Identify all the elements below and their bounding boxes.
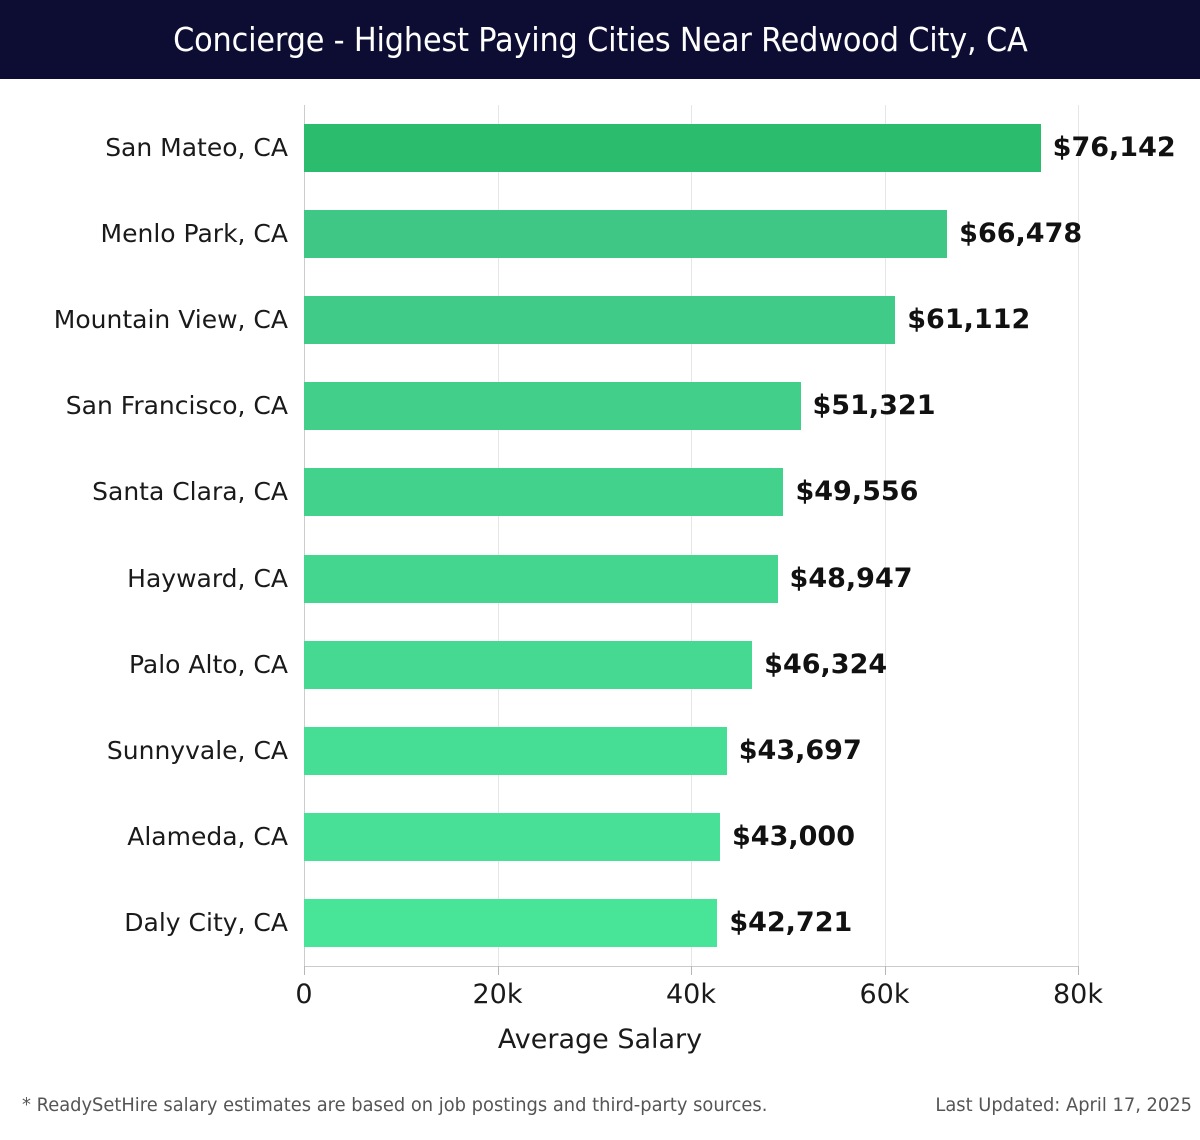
- bar[interactable]: [304, 382, 801, 431]
- category-label: Mountain View, CA: [53, 305, 288, 335]
- category-label: Daly City, CA: [124, 907, 288, 937]
- x-tick-label: 0: [295, 979, 313, 1010]
- bar-row: Mountain View, CA $61,112: [0, 296, 1200, 345]
- bar-value-label: $51,321: [812, 390, 936, 422]
- bar-row: San Francisco, CA $51,321: [0, 382, 1200, 431]
- x-axis-title: Average Salary: [497, 1024, 703, 1055]
- x-tick-label: 80k: [1053, 979, 1103, 1010]
- footer-disclaimer: * ReadySetHire salary estimates are base…: [22, 1094, 768, 1116]
- bar[interactable]: [304, 554, 778, 603]
- bar[interactable]: [304, 640, 753, 689]
- gridline: [691, 105, 692, 966]
- category-label: Menlo Park, CA: [100, 219, 288, 249]
- bar[interactable]: [304, 468, 784, 517]
- x-tick-mark: [497, 966, 499, 975]
- page-title: Concierge - Highest Paying Cities Near R…: [172, 20, 1028, 59]
- bar[interactable]: [304, 296, 896, 345]
- category-label: Alameda, CA: [127, 821, 288, 851]
- bar-row: Sunnyvale, CA $43,697: [0, 726, 1200, 775]
- x-tick-label: 20k: [472, 979, 523, 1010]
- bar[interactable]: [304, 726, 727, 775]
- x-tick-label: 40k: [666, 979, 716, 1010]
- bar-value-label: $76,142: [1052, 132, 1176, 164]
- bar[interactable]: [304, 210, 948, 259]
- category-label: Sunnyvale, CA: [106, 735, 288, 765]
- x-tick-mark: [691, 966, 692, 975]
- bar-row: Palo Alto, CA $46,324: [0, 640, 1200, 689]
- y-axis-line: [304, 105, 305, 966]
- bar-value-label: $66,478: [959, 218, 1083, 250]
- bar-value-label: $42,721: [729, 906, 853, 938]
- bar-value-label: $43,000: [732, 820, 855, 852]
- page-header: Concierge - Highest Paying Cities Near R…: [0, 0, 1200, 79]
- category-label: Palo Alto, CA: [128, 649, 288, 679]
- gridline: [884, 105, 886, 966]
- bar[interactable]: [304, 898, 718, 947]
- footer-last-updated: Last Updated: April 17, 2025: [935, 1094, 1192, 1116]
- category-label: Hayward, CA: [127, 563, 288, 593]
- x-tick-label: 60k: [859, 979, 910, 1010]
- bar-value-label: $49,556: [795, 476, 919, 508]
- bar[interactable]: [304, 124, 1041, 173]
- bar-value-label: $61,112: [907, 304, 1031, 336]
- category-label: San Mateo, CA: [105, 133, 288, 163]
- bar-row: Daly City, CA $42,721: [0, 898, 1200, 947]
- bar-row: Alameda, CA $43,000: [0, 812, 1200, 861]
- bar[interactable]: [304, 812, 721, 861]
- bar-row: Santa Clara, CA $49,556: [0, 468, 1200, 517]
- bar-chart: 0 20k 40k 60k 80k San Mateo, CA $76,142 Menlo …: [0, 79, 1200, 1070]
- bar-value-label: $43,697: [738, 734, 862, 766]
- bar-value-label: $48,947: [789, 562, 913, 594]
- x-tick-mark: [304, 966, 305, 975]
- category-label: Santa Clara, CA: [92, 477, 288, 507]
- category-label: San Francisco, CA: [65, 391, 288, 421]
- gridline: [1078, 105, 1079, 966]
- page-footer: * ReadySetHire salary estimates are base…: [0, 1078, 1200, 1140]
- bar-row: Hayward, CA $48,947: [0, 554, 1200, 603]
- gridline: [497, 105, 499, 966]
- bar-value-label: $46,324: [764, 648, 888, 680]
- bar-row: San Mateo, CA $76,142: [0, 124, 1200, 173]
- x-tick-mark: [1078, 966, 1079, 975]
- bar-row: Menlo Park, CA $66,478: [0, 210, 1200, 259]
- x-tick-mark: [884, 966, 886, 975]
